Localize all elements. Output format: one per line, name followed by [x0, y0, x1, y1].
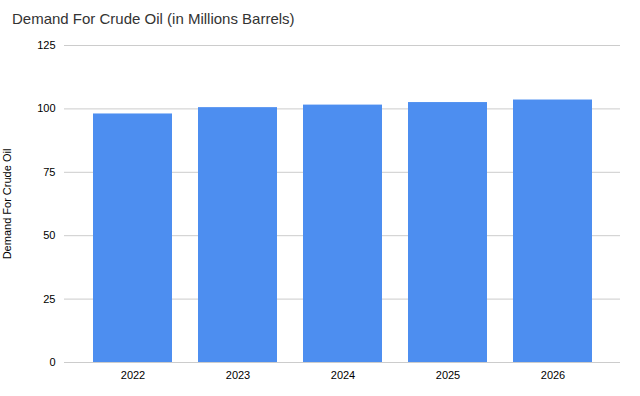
svg-text:0: 0 [49, 356, 55, 368]
svg-text:2024: 2024 [331, 369, 355, 381]
svg-text:125: 125 [37, 39, 55, 51]
svg-text:75: 75 [43, 166, 55, 178]
svg-text:2022: 2022 [121, 369, 145, 381]
svg-text:2025: 2025 [436, 369, 460, 381]
svg-text:25: 25 [43, 293, 55, 305]
svg-text:100: 100 [37, 102, 55, 114]
svg-text:2026: 2026 [541, 369, 565, 381]
svg-text:2023: 2023 [226, 369, 250, 381]
svg-text:50: 50 [43, 229, 55, 241]
html-text:Demand For Crude Oil (in Milli: Demand For Crude Oil (in Millions Barrel… [12, 10, 295, 27]
svg-text:Demand For Crude Oil: Demand For Crude Oil [1, 149, 13, 260]
